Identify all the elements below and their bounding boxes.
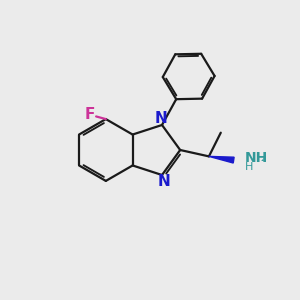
Text: H: H xyxy=(245,162,253,172)
Polygon shape xyxy=(209,156,234,163)
Text: F: F xyxy=(85,107,95,122)
Text: NH: NH xyxy=(245,151,268,165)
Text: N: N xyxy=(154,111,167,126)
Text: N: N xyxy=(158,174,171,189)
Text: ₂: ₂ xyxy=(260,151,265,164)
